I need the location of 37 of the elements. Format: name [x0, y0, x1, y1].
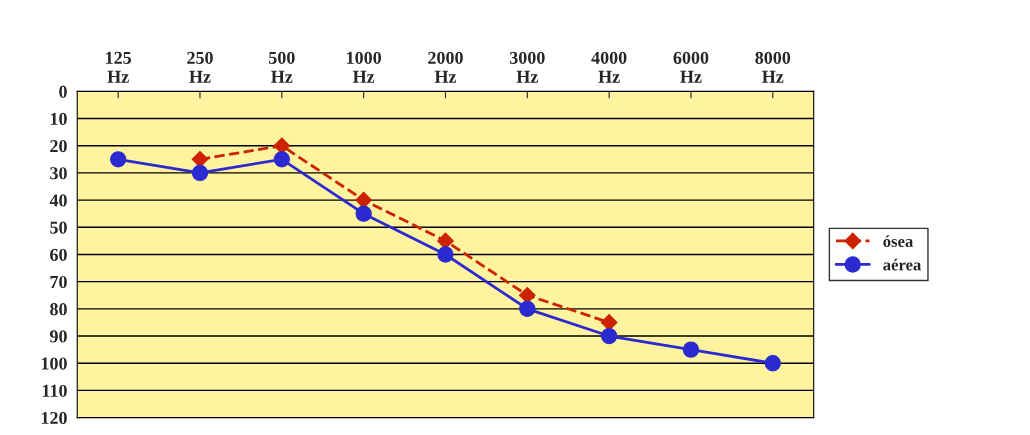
- y-tick-label: 90: [49, 330, 67, 343]
- y-tick-label: 0: [59, 85, 67, 98]
- y-tick-label: 50: [50, 221, 67, 234]
- x-tick-label: 1000 Hz: [347, 51, 382, 83]
- y-tick-label: 10: [50, 112, 67, 125]
- y-tick-label: 60: [50, 248, 67, 261]
- point: [273, 151, 290, 168]
- x-tick-label: 8000 Hz: [755, 51, 791, 83]
- point: [518, 286, 536, 304]
- y-tick-label: 80: [50, 303, 67, 316]
- point: [764, 355, 781, 372]
- y-tick-label: 100: [41, 357, 67, 370]
- x-tick-label: 2000 Hz: [428, 51, 463, 83]
- y-tick-label: 110: [42, 384, 67, 397]
- point: [191, 150, 209, 168]
- legend-label: ósea: [883, 235, 914, 247]
- y-tick-label: 120: [41, 411, 67, 425]
- x-tick-label: 6000 Hz: [673, 51, 709, 83]
- point: [355, 205, 372, 222]
- point: [519, 300, 536, 318]
- point: [682, 341, 700, 358]
- x-tick-label: 250 Hz: [187, 51, 213, 83]
- x-tick-label: 3000 Hz: [509, 51, 545, 83]
- point: [355, 191, 373, 209]
- legend-label: aérea: [883, 258, 922, 271]
- point: [437, 246, 454, 263]
- point: [191, 164, 209, 182]
- y-tick-label: 30: [50, 167, 67, 180]
- x-tick-label: 500 Hz: [269, 51, 295, 83]
- y-tick-label: 70: [50, 275, 67, 289]
- x-tick-label: 125 Hz: [106, 51, 132, 83]
- y-tick-label: 40: [49, 194, 67, 207]
- y-tick-label: 20: [50, 139, 67, 153]
- x-tick-label: 4000 Hz: [591, 51, 627, 83]
- point: [600, 327, 618, 345]
- point: [110, 151, 127, 168]
- point: [600, 314, 618, 331]
